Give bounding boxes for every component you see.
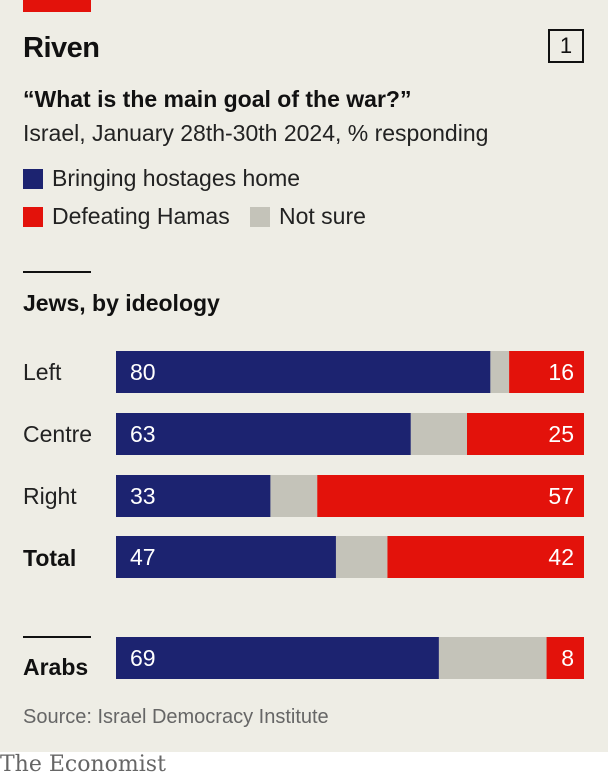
bar-centre-defeating-hamas: [467, 413, 584, 455]
legend-swatch-not-sure: [250, 206, 270, 227]
data-label-arabs-defeating-hamas: 8: [561, 645, 574, 671]
legend-item-hamas: Defeating Hamas: [23, 203, 230, 230]
data-label-centre-bringing-hostages-home: 63: [130, 421, 156, 447]
section-divider: [23, 271, 91, 273]
data-label-right-defeating-hamas: 57: [548, 483, 574, 509]
bar-total-defeating-hamas: [387, 536, 584, 578]
data-label-left-bringing-hostages-home: 80: [130, 359, 156, 385]
data-label-right-bringing-hostages-home: 33: [130, 483, 156, 509]
row-label-right: Right: [23, 483, 77, 509]
bar-arabs-bringing-hostages-home: [116, 637, 439, 679]
bar-total-not-sure: [335, 536, 388, 578]
chart-title: Riven: [23, 32, 100, 64]
bar-left-not-sure: [490, 351, 510, 393]
row-label-total: Total: [23, 545, 77, 571]
section-heading: Jews, by ideology: [23, 290, 220, 316]
legend-swatch-hamas: [23, 206, 43, 227]
legend-item-not-sure: Not sure: [250, 203, 366, 230]
row-label-left: Left: [23, 359, 62, 385]
brand-logo: The Economist: [0, 752, 166, 777]
legend-label-not-sure: Not sure: [279, 203, 366, 229]
data-label-total-bringing-hostages-home: 47: [130, 544, 156, 570]
row-label-arabs: Arabs: [23, 654, 89, 680]
chart-subtitle: “What is the main goal of the war?”: [23, 86, 412, 112]
stacked-bar-chart: 80 16 63 25 33 57 47 42 69 8: [116, 351, 584, 679]
bar-left-bringing-hostages-home: [116, 351, 491, 393]
bar-arabs-not-sure: [438, 637, 547, 679]
legend-label-hamas: Defeating Hamas: [52, 203, 230, 229]
bar-total-bringing-hostages-home: [116, 536, 336, 578]
chart-caption: Israel, January 28th-30th 2024, % respon…: [23, 120, 489, 146]
source-note: Source: Israel Democracy Institute: [23, 706, 329, 728]
bar-centre-not-sure: [410, 413, 467, 455]
row-label-centre: Centre: [23, 421, 93, 447]
legend-label-hostages: Bringing hostages home: [52, 165, 301, 191]
bar-right-not-sure: [270, 475, 318, 517]
bar-right-bringing-hostages-home: [116, 475, 271, 517]
bar-right-defeating-hamas: [317, 475, 584, 517]
bar-centre-bringing-hostages-home: [116, 413, 411, 455]
bar-arabs-defeating-hamas: [546, 637, 584, 679]
legend-item-hostages: Bringing hostages home: [23, 165, 300, 192]
data-label-left-defeating-hamas: 16: [548, 359, 574, 385]
legend-swatch-hostages: [23, 168, 43, 189]
section-divider-arabs: [23, 636, 91, 638]
data-label-arabs-bringing-hostages-home: 69: [130, 645, 156, 671]
bar-left-defeating-hamas: [509, 351, 584, 393]
chart-number-badge: 1: [548, 29, 584, 63]
data-label-centre-defeating-hamas: 25: [548, 421, 574, 447]
data-label-total-defeating-hamas: 42: [548, 544, 574, 570]
brand-red-tab: [23, 0, 91, 12]
